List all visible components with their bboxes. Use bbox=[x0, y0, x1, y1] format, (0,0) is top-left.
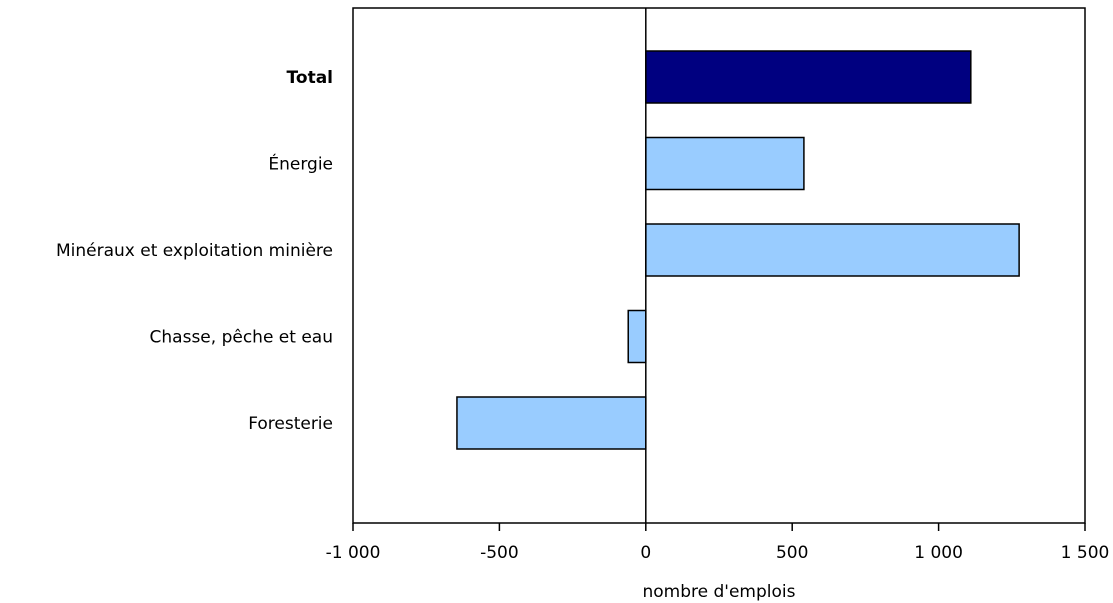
category-label-0: Total bbox=[287, 68, 333, 88]
category-label-2: Minéraux et exploitation minière bbox=[56, 241, 333, 261]
x-tick-label-2: 0 bbox=[640, 543, 651, 563]
x-tick-label-1: -500 bbox=[480, 543, 519, 563]
bar-1 bbox=[645, 136, 805, 191]
bar-4 bbox=[456, 396, 647, 450]
x-tick-label-3: 500 bbox=[776, 543, 808, 563]
x-axis-title: nombre d'emplois bbox=[643, 582, 796, 602]
category-label-3: Chasse, pêche et eau bbox=[150, 328, 333, 348]
x-tick-label-0: -1 000 bbox=[326, 543, 381, 563]
x-tick-label-4: 1 000 bbox=[914, 543, 963, 563]
bar-0 bbox=[645, 50, 972, 104]
bar-2 bbox=[645, 223, 1020, 277]
bars-group bbox=[456, 50, 1020, 450]
category-labels: Total Énergie Minéraux et exploitation min… bbox=[56, 68, 333, 434]
bar-3 bbox=[627, 309, 647, 364]
category-label-1: Énergie bbox=[268, 153, 333, 175]
category-label-4: Foresterie bbox=[248, 414, 333, 434]
plot-frame bbox=[352, 7, 1086, 524]
x-tick-label-5: 1 500 bbox=[1061, 543, 1110, 563]
x-axis-ticks: -1 000 -500 0 500 1 000 1 500 bbox=[326, 523, 1110, 563]
